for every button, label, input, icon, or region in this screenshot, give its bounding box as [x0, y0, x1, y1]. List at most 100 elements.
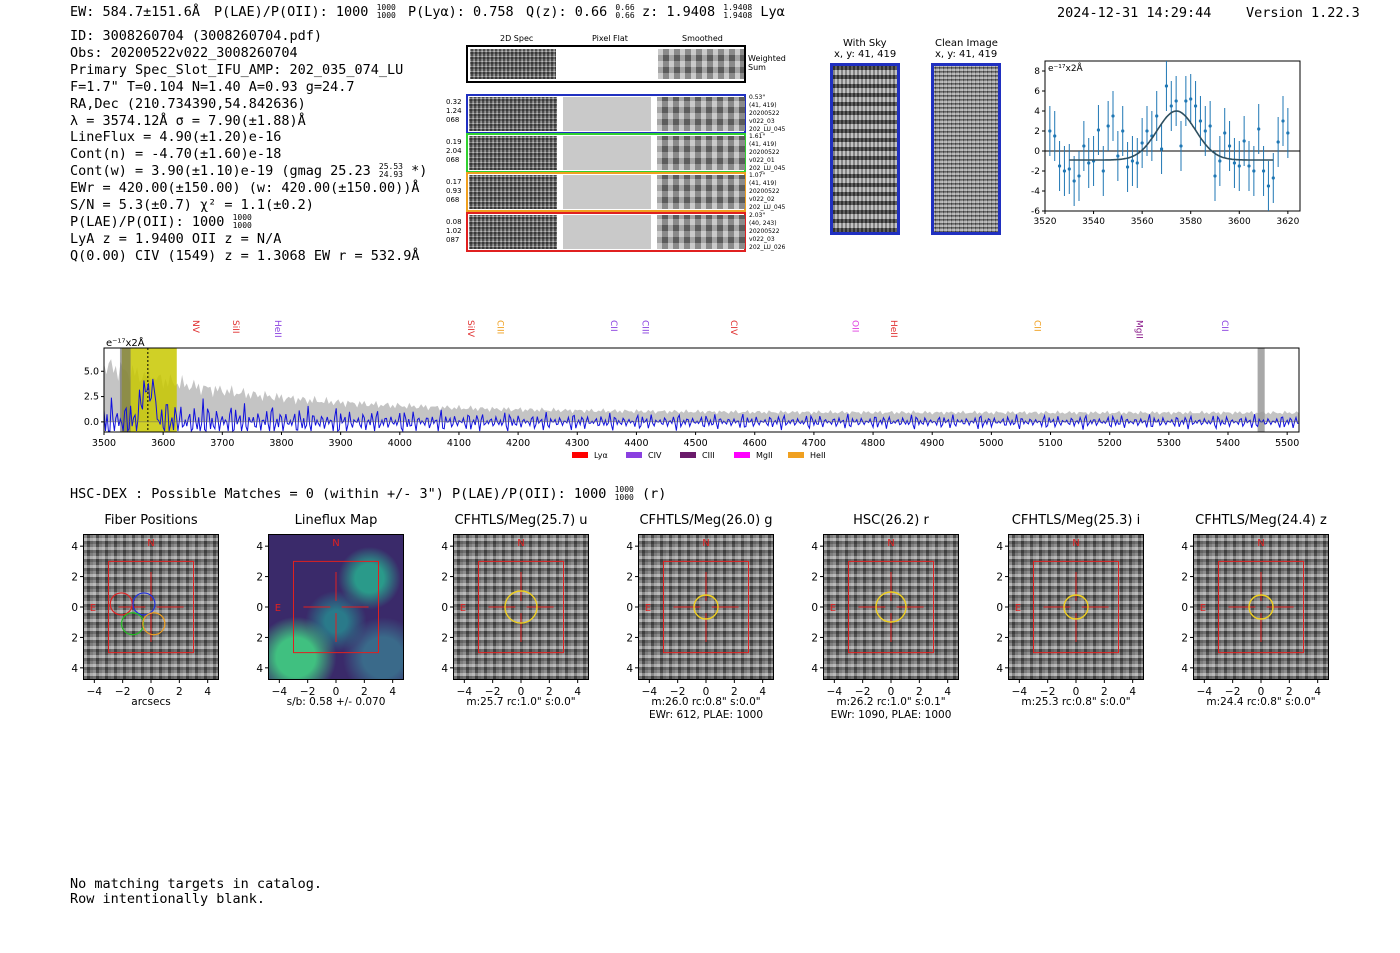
fit-point — [1237, 164, 1241, 168]
panel-ytick-label: −4 — [441, 663, 448, 675]
line-label: CIII — [639, 320, 649, 334]
info-line-params: F=1.7" T=0.104 N=1.40 A=0.93 g=24.7 — [70, 78, 355, 95]
fit-ytick-label: -2 — [1031, 167, 1040, 177]
panel-caption: s/b: 0.58 +/- 0.070 — [286, 696, 386, 708]
fit-point — [1106, 124, 1110, 128]
fit-point — [1174, 99, 1178, 103]
panel-xtick-label: 4 — [389, 686, 396, 698]
with-sky-image — [830, 63, 900, 235]
panel-xtick-label: 2 — [1101, 686, 1108, 698]
header-plae: P(LAE)/P(OII): 1000 1000 1000 — [214, 3, 396, 21]
fit-point — [1164, 84, 1169, 88]
fiber-row-1 — [466, 94, 746, 134]
panel-xtick-label: −2 — [300, 686, 315, 698]
fiber-row-3 — [466, 172, 746, 212]
fiber-row-1-right-4: 202_LU_045 — [749, 126, 786, 133]
fiber-row-3-right-3: v022_02 — [749, 196, 775, 203]
line-label: CIII — [494, 320, 504, 334]
fit-point — [1271, 176, 1275, 180]
weighted-smoothed — [658, 49, 744, 79]
aperture-box — [663, 560, 749, 654]
fiber-row-2-left: 0.19 2.04 068 — [446, 138, 462, 165]
fit-point — [1121, 129, 1125, 133]
fiber-row-3-pixelflat — [563, 175, 651, 209]
panel-xtick-label: 2 — [1286, 686, 1293, 698]
fit-point — [1208, 124, 1212, 128]
panel-ytick-label: −2 — [1181, 632, 1188, 644]
line-label: HeII — [272, 320, 282, 338]
clean-image-title: Clean Image — [935, 38, 998, 49]
fiber-row-3-left-1: 0.93 — [446, 187, 462, 195]
legend-swatch — [680, 452, 696, 458]
fit-point — [1101, 169, 1105, 173]
spectrum-ytick-label: 0.0 — [84, 417, 99, 428]
fiber-row-4-left: 0.08 1.02 087 — [446, 218, 462, 245]
fit-point — [1232, 161, 1237, 165]
fit-xtick-label: 3560 — [1131, 217, 1154, 227]
header-z: z: 1.9408 1.9408 1.9408 Lyα — [642, 4, 785, 21]
fiber-row-4-left-2: 087 — [446, 236, 460, 244]
fit-point — [1247, 164, 1251, 168]
fiber-row-1-2dspec — [469, 97, 557, 131]
image-panel: CFHTLS/Meg(25.7) uNE−4−4−2−2002244m:25.7… — [441, 510, 601, 725]
footer-note-1: No matching targets in catalog. — [70, 876, 322, 892]
weighted-sum-frame — [466, 45, 746, 83]
fiber-row-1-left-2: 068 — [446, 116, 460, 124]
fiber-row-4-2dspec — [469, 215, 557, 249]
fiber-row-1-right-3: v022_03 — [749, 118, 775, 125]
panel-image — [268, 534, 404, 680]
fit-point — [1227, 144, 1232, 148]
fit-point — [1096, 128, 1101, 132]
east-label: E — [830, 603, 836, 614]
panel-image — [453, 534, 589, 680]
panel-ytick-label: 4 — [811, 541, 818, 553]
fit-xtick-label: 3540 — [1082, 217, 1105, 227]
panel-caption: m:25.3 rc:0.8" s:0.0" — [1021, 696, 1131, 708]
panel-xtick-label: 0 — [888, 686, 895, 698]
panel-image — [823, 534, 959, 680]
info-gmag-hi: 25.53 — [378, 162, 403, 172]
hsc-title: HSC-DEX : Possible Matches = 0 (within +… — [70, 486, 666, 503]
fit-point — [1159, 147, 1164, 151]
spectrum-xtick-label: 4100 — [447, 438, 471, 449]
fit-point — [1169, 104, 1173, 108]
header-plae-hi: 1000 — [376, 3, 396, 12]
fiber-row-1-right-1: (41, 419) — [749, 102, 777, 109]
panel-overlay: N E −4 −4 −2 −2 0 0 2 2 4 4 — [71, 538, 211, 698]
fiber-row-3-2dspec — [469, 175, 557, 209]
fiber-row-4-smoothed — [657, 215, 745, 249]
panel-ytick-label: 2 — [441, 572, 448, 584]
header-ew-text: EW: 584.7±151.6Å — [70, 4, 201, 20]
hsc-title-text: HSC-DEX : Possible Matches = 0 (within +… — [70, 486, 607, 502]
east-label: E — [645, 603, 651, 614]
legend-label: CIV — [648, 451, 662, 460]
header-plya: P(Lyα): 0.758 — [408, 4, 514, 20]
cutouts-2d: 2D Spec Pixel Flat Smoothed Weighted Sum… — [440, 32, 800, 257]
panel-xtick-label: 2 — [361, 686, 368, 698]
image-panel: Fiber Positions N E −4 −4 −2 −2 0 0 2 2 4 4 arcsecs — [71, 510, 231, 725]
fit-point — [1276, 140, 1280, 144]
panel-ytick-label: −4 — [626, 663, 633, 675]
panel-ytick-label: 2 — [256, 572, 263, 584]
panel-xtick-label: 0 — [148, 686, 155, 698]
spectrum-xtick-label: 3800 — [269, 438, 293, 449]
spectrum-xtick-label: 3500 — [92, 438, 116, 449]
fit-point — [1140, 141, 1144, 145]
panel-ytick-label: 0 — [256, 602, 263, 614]
panel-xtick-label: 4 — [759, 686, 766, 698]
panel-ytick-label: 4 — [441, 541, 448, 553]
fiber-row-4 — [466, 212, 746, 252]
fit-point — [1286, 131, 1290, 135]
fiber-row-2-right-4: 202_LU_045 — [749, 165, 786, 172]
panel-title: CFHTLS/Meg(25.7) u — [454, 513, 588, 528]
fit-xtick-label: 3620 — [1276, 217, 1299, 227]
north-label: N — [702, 538, 709, 549]
fiber-row-4-right-4: 202_LU_026 — [749, 244, 786, 251]
info-line-id: ID: 3008260704 (3008260704.pdf) — [70, 28, 322, 44]
info-gmag-tail: *) — [411, 163, 428, 180]
fit-point — [1067, 167, 1071, 171]
panel-xtick-label: −4 — [87, 686, 103, 698]
spectrum-xtick-label: 5200 — [1098, 438, 1122, 449]
